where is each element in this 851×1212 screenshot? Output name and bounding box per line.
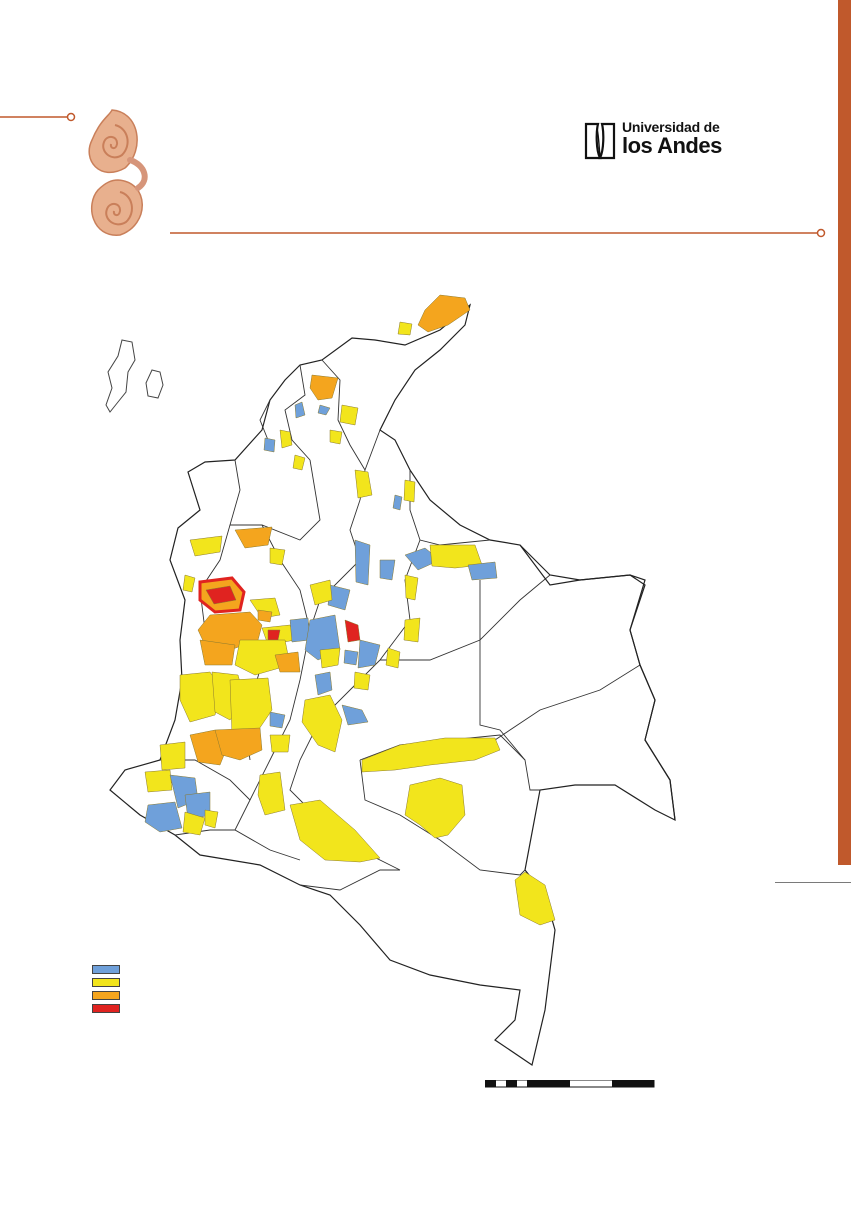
side-rule [775,882,851,883]
logo-emblem-icon [584,122,616,160]
legend-item [92,1002,126,1015]
header-decoration [0,109,826,238]
side-accent-bar [838,0,851,865]
legend-item [92,989,126,1002]
legend-item [92,963,126,976]
header-line-bottom-dot [816,228,826,238]
eastern-border [519,544,676,821]
colombia-map [105,294,676,1066]
region-guajira-orange [417,294,471,333]
university-logo: Universidad de los Andes [582,118,742,164]
legend-swatch-orange [92,991,120,1000]
municipality-regions [144,294,556,926]
legend-item [92,976,126,989]
map-legend [92,963,126,1015]
island-providencia [145,369,164,399]
legend-swatch-yellow [92,978,120,987]
island-san-andres [105,339,136,413]
spiral-ornament-icon [88,109,148,236]
legend-swatch-red [92,1004,120,1013]
scale-bar [485,1080,655,1088]
legend-swatch-blue [92,965,120,974]
logo-line2: los Andes [622,133,722,158]
header-line-left-dot [66,112,76,122]
logo-line1: Universidad de [622,119,720,135]
